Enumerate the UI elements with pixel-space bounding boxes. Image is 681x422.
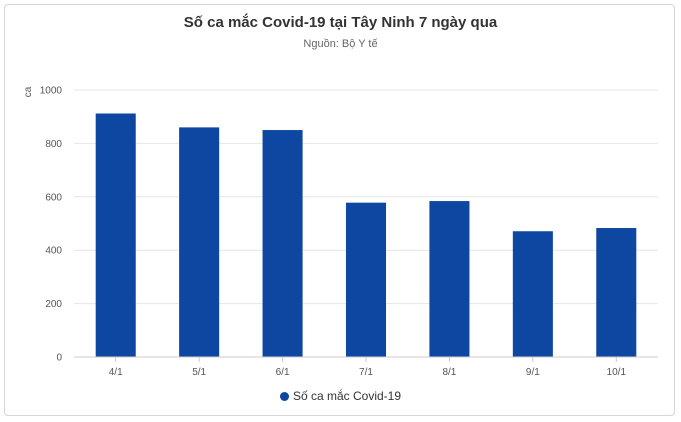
bar[interactable] <box>429 201 470 357</box>
bar[interactable] <box>95 113 136 357</box>
chart-title: Số ca mắc Covid-19 tại Tây Ninh 7 ngày q… <box>183 14 498 31</box>
x-tick-label: 10/1 <box>607 367 627 378</box>
x-tick-label: 8/1 <box>442 367 456 378</box>
x-tick-label: 6/1 <box>276 367 290 378</box>
bar[interactable] <box>512 231 553 357</box>
bar[interactable] <box>262 130 303 357</box>
chart-subtitle: Nguồn: Bộ Y tế <box>303 38 378 50</box>
bar[interactable] <box>596 228 637 357</box>
legend-marker <box>279 392 289 401</box>
y-tick-label: 800 <box>45 139 62 150</box>
y-tick-label: 200 <box>45 299 62 310</box>
y-tick-label: 400 <box>45 246 62 257</box>
bar[interactable] <box>345 202 387 357</box>
chart-legend[interactable]: Số ca mắc Covid-19 <box>0 389 681 403</box>
y-tick-label: 1000 <box>40 86 63 97</box>
y-axis-label: ca <box>23 86 34 97</box>
y-tick-label: 0 <box>56 353 62 364</box>
x-tick-label: 7/1 <box>359 367 373 378</box>
x-tick-label: 9/1 <box>526 367 540 378</box>
x-tick-label: 4/1 <box>109 367 123 378</box>
y-tick-label: 600 <box>45 192 62 203</box>
bar[interactable] <box>179 127 220 357</box>
x-tick-label: 5/1 <box>192 367 206 378</box>
legend-label: Số ca mắc Covid-19 <box>292 389 402 403</box>
